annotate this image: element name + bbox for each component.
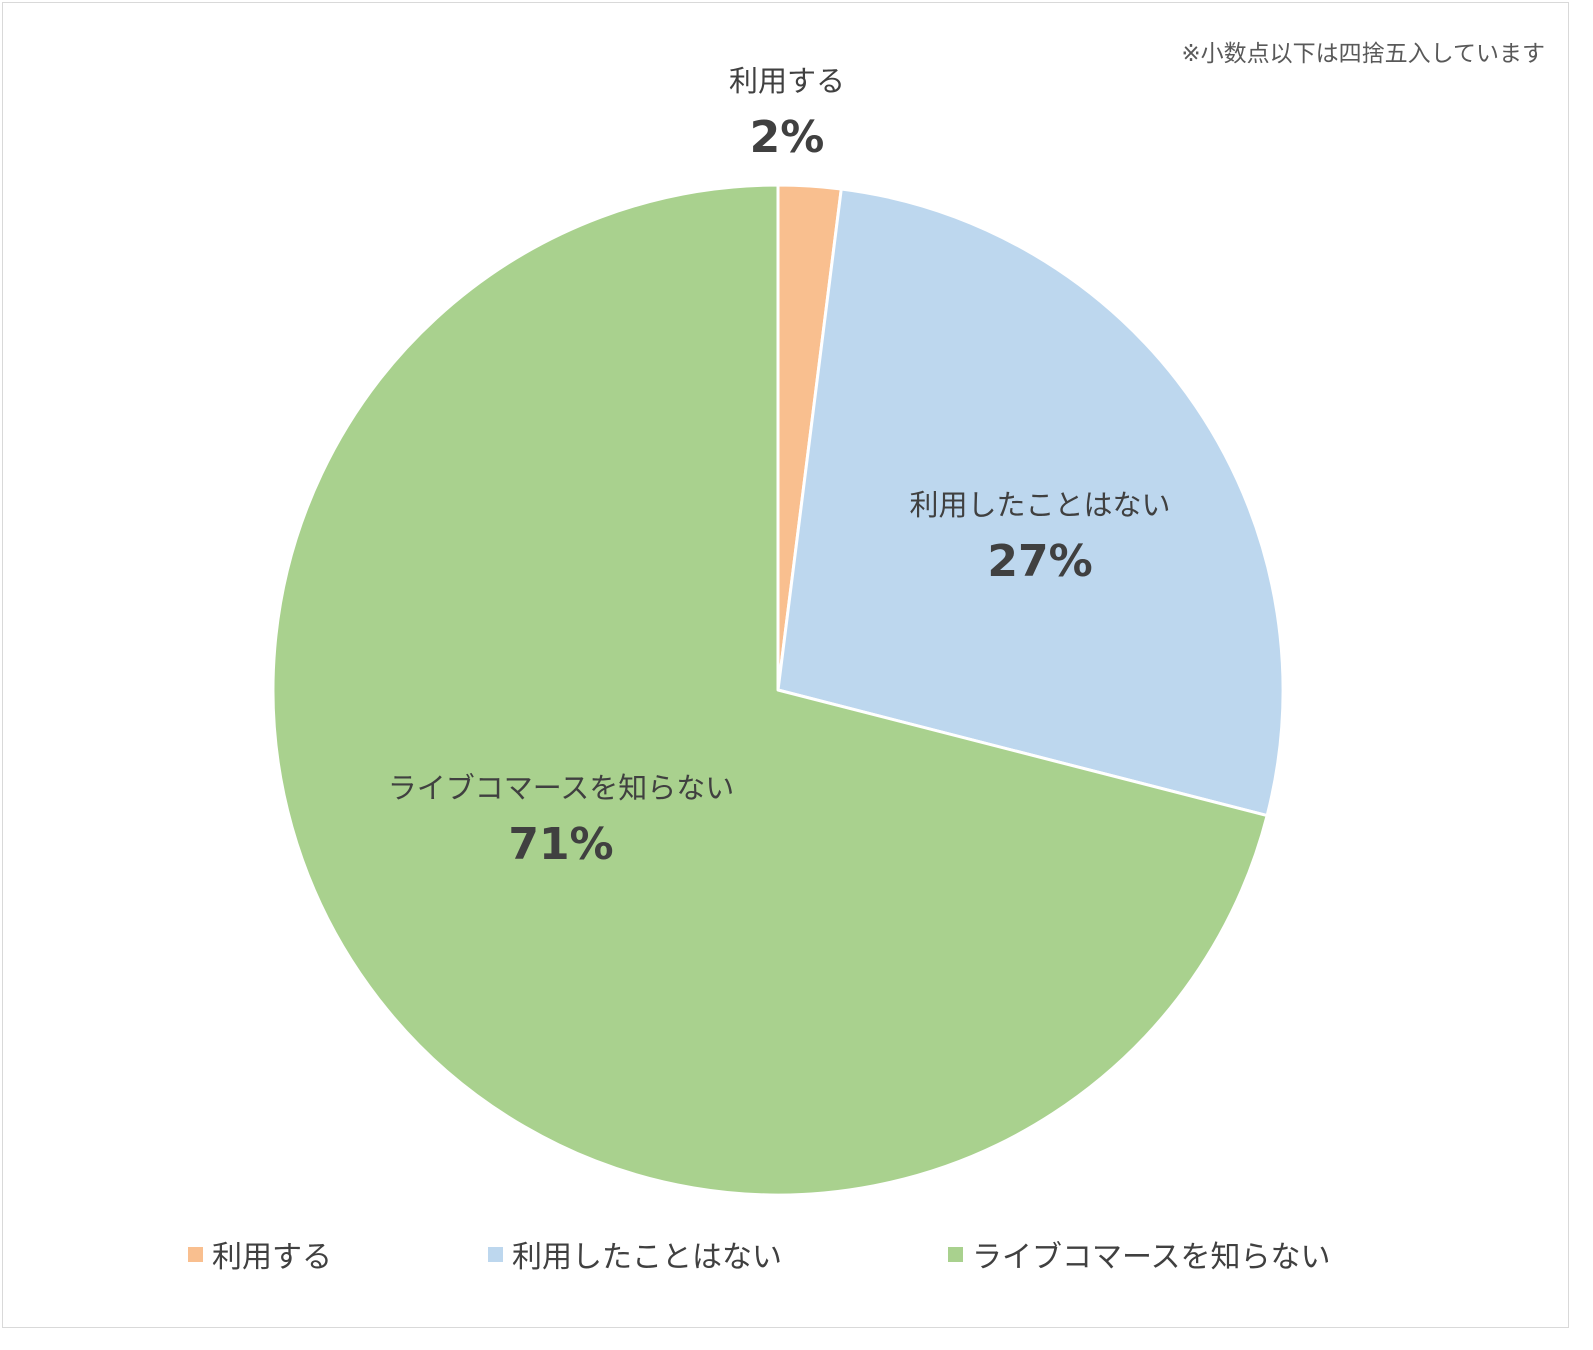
data-label-name: 利用したことはない: [909, 488, 1171, 522]
legend-item-never-used: 利用したことはない: [488, 1232, 782, 1276]
pie-slice-unaware: [271, 183, 1269, 1197]
legend-label: 利用する: [212, 1240, 332, 1275]
data-label-unaware: ライブコマースを知らない 71%: [388, 765, 735, 870]
legend-swatch: [188, 1246, 203, 1262]
data-label-never-used: 利用したことはない 27%: [909, 482, 1170, 587]
legend-item-unaware: ライブコマースを知らない: [948, 1232, 1331, 1276]
legend-swatch: [948, 1246, 963, 1262]
legend-label: ライブコマースを知らない: [972, 1240, 1331, 1275]
pie-slice-never-used: [776, 187, 1285, 818]
data-label-value: 2%: [749, 112, 825, 163]
legend: 利用する 利用したことはない ライブコマースを知らない: [0, 1232, 1567, 1275]
data-label-value: 71%: [508, 819, 614, 870]
data-label-name: ライブコマースを知らない: [387, 771, 735, 805]
legend-swatch: [488, 1246, 503, 1262]
data-label-use: 利用する 2%: [729, 58, 845, 163]
rounding-note: ※小数点以下は四捨五入しています: [1181, 41, 1545, 67]
chart-frame: [2, 2, 1569, 1328]
data-label-value: 27%: [987, 536, 1093, 587]
legend-item-use: 利用する: [188, 1232, 332, 1276]
legend-label: 利用したことはない: [512, 1240, 782, 1275]
data-label-name: 利用する: [728, 64, 846, 98]
